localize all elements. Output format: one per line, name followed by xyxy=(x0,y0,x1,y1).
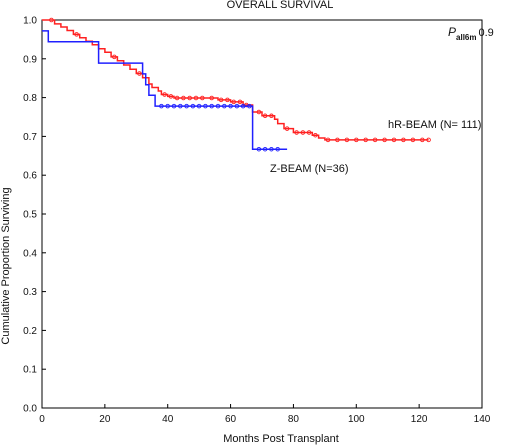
y-tick-label: 0.2 xyxy=(23,326,37,337)
censor-mark-hr-beam xyxy=(372,137,378,143)
y-axis: 0.0 0.1 0.2 0.3 0.4 0.5 0.6 0.7 0.8 0.9 1.0 xyxy=(23,16,46,415)
p-value-subscript: all6m xyxy=(456,33,476,42)
censor-mark-hr-beam xyxy=(284,126,290,131)
p-value-annotation: Pall6m 0.9 xyxy=(448,25,494,42)
censor-mark-hr-beam xyxy=(231,99,236,105)
censor-mark-z-beam xyxy=(269,146,274,152)
censor-mark-hr-beam xyxy=(269,113,274,119)
series-layer xyxy=(42,17,431,152)
y-tick-label: 0.7 xyxy=(23,132,37,143)
censor-mark-hr-beam xyxy=(187,95,192,101)
censor-mark-hr-beam xyxy=(354,137,359,143)
x-tick-label: 40 xyxy=(162,414,174,425)
x-tick-label: 120 xyxy=(411,414,428,425)
censor-mark-z-beam xyxy=(262,146,268,152)
censor-mark-hr-beam xyxy=(294,130,299,135)
censor-mark-z-beam xyxy=(165,103,170,109)
censor-mark-hr-beam xyxy=(225,97,230,103)
x-tick-label: 100 xyxy=(348,414,365,425)
censor-mark-z-beam xyxy=(209,103,214,109)
x-tick-label: 60 xyxy=(225,414,237,425)
y-tick-label: 0.8 xyxy=(23,93,37,104)
censor-mark-hr-beam xyxy=(391,137,397,143)
x-axis: 0 20 40 60 80 100 120 140 xyxy=(39,404,491,425)
censor-mark-hr-beam xyxy=(74,32,79,37)
x-tick-label: 20 xyxy=(99,414,111,425)
censor-mark-z-beam xyxy=(222,103,227,109)
x-tick-label: 80 xyxy=(288,414,300,425)
y-tick-label: 0.9 xyxy=(23,54,37,65)
p-value-label: P xyxy=(448,25,456,39)
censor-mark-hr-beam xyxy=(218,97,224,103)
censor-mark-hr-beam xyxy=(363,137,368,143)
censor-mark-hr-beam xyxy=(313,132,318,138)
censor-mark-z-beam xyxy=(178,103,183,109)
censor-mark-hr-beam xyxy=(49,17,54,23)
censor-mark-hr-beam xyxy=(420,137,425,143)
censor-mark-hr-beam xyxy=(382,137,387,143)
censor-mark-hr-beam xyxy=(209,95,214,101)
censor-mark-hr-beam xyxy=(300,130,306,135)
p-value-number: 0.9 xyxy=(478,27,493,39)
censor-mark-z-beam xyxy=(247,103,252,109)
censor-mark-hr-beam xyxy=(193,95,199,101)
censor-mark-z-beam xyxy=(184,103,189,109)
censor-mark-z-beam xyxy=(215,103,221,109)
y-tick-label: 1.0 xyxy=(23,16,37,27)
y-tick-label: 0.1 xyxy=(23,365,37,376)
censor-mark-hr-beam xyxy=(344,137,350,143)
censor-mark-z-beam xyxy=(159,103,164,109)
y-tick-label: 0.6 xyxy=(23,171,37,182)
chart-title: OVERALL SURVIVAL xyxy=(227,0,334,11)
censor-mark-hr-beam xyxy=(181,95,186,101)
y-tick-label: 0.3 xyxy=(23,287,37,298)
censor-mark-hr-beam xyxy=(256,109,262,115)
plot-border xyxy=(41,19,483,409)
y-axis-label: Cumulative Proportion Surviving xyxy=(0,187,12,344)
censor-mark-hr-beam xyxy=(410,137,416,143)
series-line-hr-beam xyxy=(42,19,429,141)
censor-mark-hr-beam xyxy=(335,137,340,143)
censor-mark-hr-beam xyxy=(168,94,174,99)
censor-mark-hr-beam xyxy=(137,71,142,76)
censor-mark-hr-beam xyxy=(401,137,406,143)
censor-mark-z-beam xyxy=(196,103,202,109)
plot-area xyxy=(41,19,483,409)
y-tick-label: 0.4 xyxy=(23,248,37,259)
censor-mark-hr-beam xyxy=(200,95,205,101)
series-label-z-beam: Z-BEAM (N=36) xyxy=(270,163,349,175)
censor-mark-hr-beam xyxy=(174,95,180,101)
y-tick-label: 0.0 xyxy=(23,404,37,415)
y-tick-label: 0.5 xyxy=(23,210,37,221)
censor-mark-hr-beam xyxy=(426,137,431,143)
censor-mark-z-beam xyxy=(228,103,233,109)
censor-mark-z-beam xyxy=(234,103,240,109)
x-tick-label: 0 xyxy=(39,414,45,425)
censor-mark-hr-beam xyxy=(262,113,268,119)
x-axis-label: Months Post Transplant xyxy=(223,433,339,445)
censor-mark-z-beam xyxy=(256,146,262,152)
x-tick-label: 140 xyxy=(474,414,491,425)
censor-mark-z-beam xyxy=(190,103,196,109)
censor-mark-hr-beam xyxy=(306,130,312,135)
censor-mark-z-beam xyxy=(203,103,208,109)
censor-mark-hr-beam xyxy=(162,92,167,97)
series-line-z-beam xyxy=(42,30,288,150)
censor-mark-hr-beam xyxy=(237,99,243,105)
series-label-hr-beam: hR-BEAM (N= 111) xyxy=(388,119,481,131)
censor-mark-z-beam xyxy=(275,146,280,152)
censor-mark-hr-beam xyxy=(325,137,331,143)
censor-mark-hr-beam xyxy=(112,54,117,60)
censor-mark-z-beam xyxy=(240,103,246,109)
censor-mark-z-beam xyxy=(171,103,177,109)
